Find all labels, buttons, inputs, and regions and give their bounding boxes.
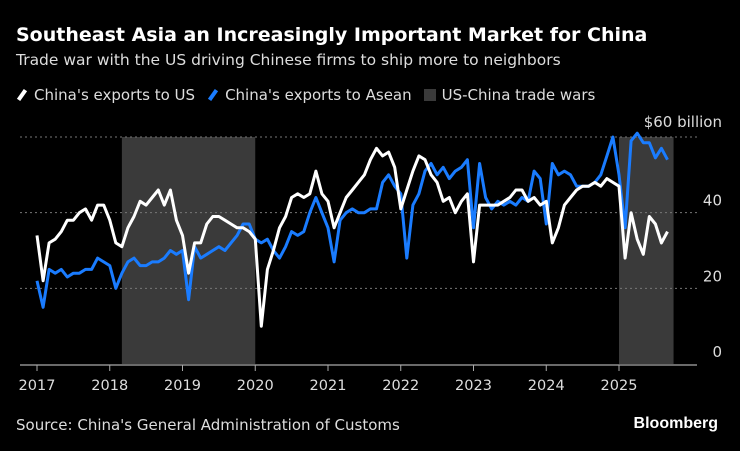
trade-war-shade (121, 137, 256, 364)
bloomberg-logo: Bloomberg (633, 415, 718, 432)
y-tick-label: 20 (703, 267, 722, 285)
legend-swatch-trade-wars (423, 89, 436, 101)
y-tick-label: $60 billion (644, 113, 722, 131)
chart-title: Southeast Asia an Increasingly Important… (16, 24, 648, 46)
legend: China's exports to US China's exports to… (16, 86, 595, 104)
x-tick-label: 2020 (237, 378, 274, 394)
y-tick-label: 40 (703, 192, 722, 210)
source-note: Source: China's General Administration o… (16, 416, 400, 434)
legend-item-asean: China's exports to Asean (207, 86, 412, 104)
x-tick-label: 2018 (91, 378, 128, 394)
legend-label-us: China's exports to US (34, 86, 196, 104)
x-tick-label: 2023 (455, 378, 492, 394)
legend-item-us: China's exports to US (16, 86, 195, 104)
legend-label-asean: China's exports to Asean (225, 86, 412, 104)
x-tick-label: 2021 (310, 378, 347, 394)
legend-item-trade-wars: US-China trade wars (423, 86, 596, 104)
legend-label-trade-wars: US-China trade wars (441, 86, 596, 104)
x-tick-label: 2022 (382, 378, 419, 394)
x-tick-label: 2019 (164, 378, 201, 394)
x-tick-label: 2017 (19, 378, 56, 394)
series-line-asean (35, 131, 669, 309)
x-tick-label: 2024 (528, 378, 565, 394)
y-tick-label: 0 (712, 343, 722, 361)
chart-subtitle: Trade war with the US driving Chinese fi… (16, 51, 561, 69)
x-tick-label: 2025 (601, 378, 638, 394)
series-line-us (35, 146, 669, 328)
